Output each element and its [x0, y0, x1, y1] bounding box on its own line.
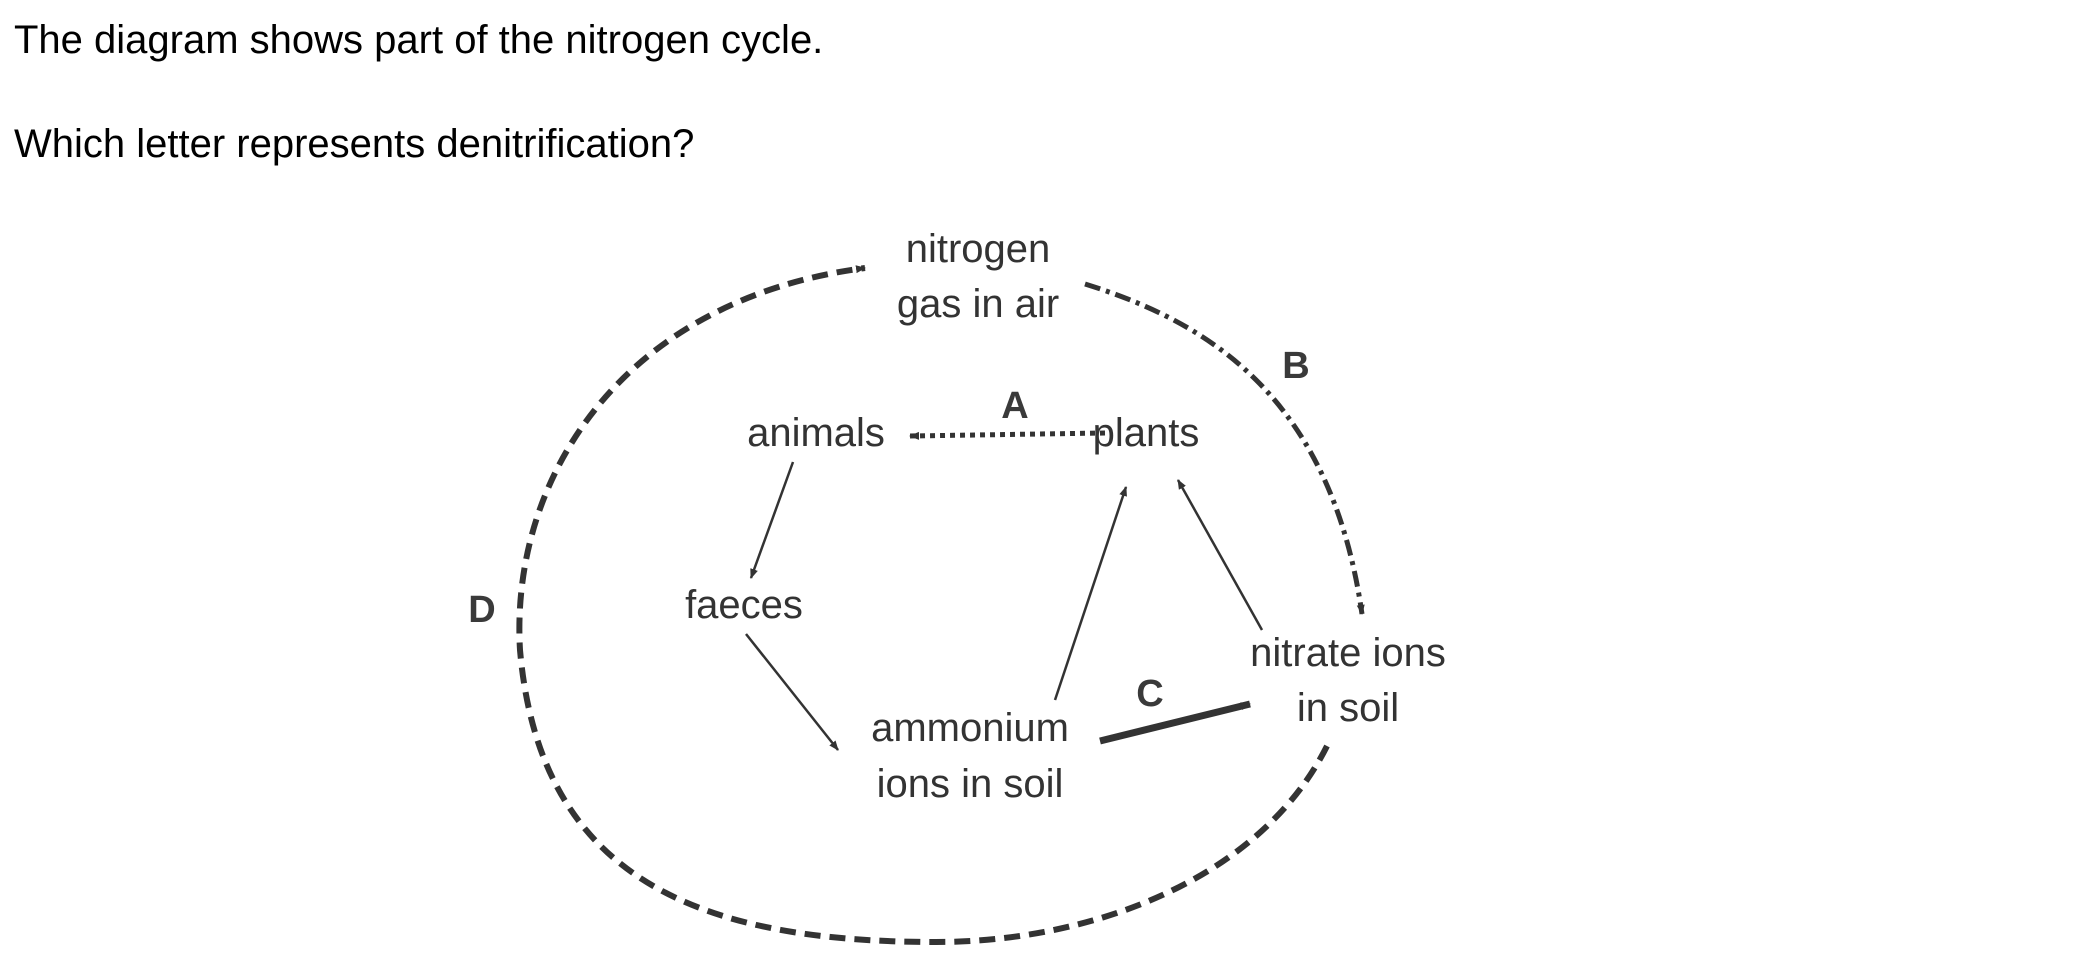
question-intro: The diagram shows part of the nitrogen c… — [14, 18, 824, 62]
arrow-c-ammonium-to-nitrate — [1099, 700, 1251, 745]
arrow-d-nitrate-to-air — [516, 265, 1330, 946]
node-faeces: faeces — [685, 583, 803, 627]
question-prompt: Which letter represents denitrification? — [14, 122, 695, 166]
node-plants: plants — [1093, 411, 1200, 455]
node-nitrogen-gas-line1: nitrogen — [906, 227, 1051, 271]
node-ammonium-line1: ammonium — [871, 706, 1069, 750]
arrow-b-air-to-nitrate — [1084, 281, 1365, 615]
letter-b: B — [1282, 345, 1309, 387]
node-nitrate-line1: nitrate ions — [1250, 631, 1446, 675]
node-animals: animals — [747, 411, 885, 455]
node-ammonium-line2: ions in soil — [877, 762, 1064, 806]
arrow-ammonium-to-plants — [1053, 486, 1128, 701]
letter-c: C — [1136, 673, 1163, 715]
letter-a: A — [1001, 385, 1028, 427]
letter-d: D — [468, 589, 495, 631]
arrow-a-plants-to-animals — [909, 430, 1106, 440]
arrow-animals-to-faeces — [749, 461, 795, 579]
arrow-faeces-to-ammonium — [745, 633, 839, 751]
node-nitrate-line2: in soil — [1297, 686, 1399, 730]
node-nitrogen-gas-line2: gas in air — [897, 282, 1059, 326]
arrow-nitrate-to-plants — [1176, 479, 1264, 631]
